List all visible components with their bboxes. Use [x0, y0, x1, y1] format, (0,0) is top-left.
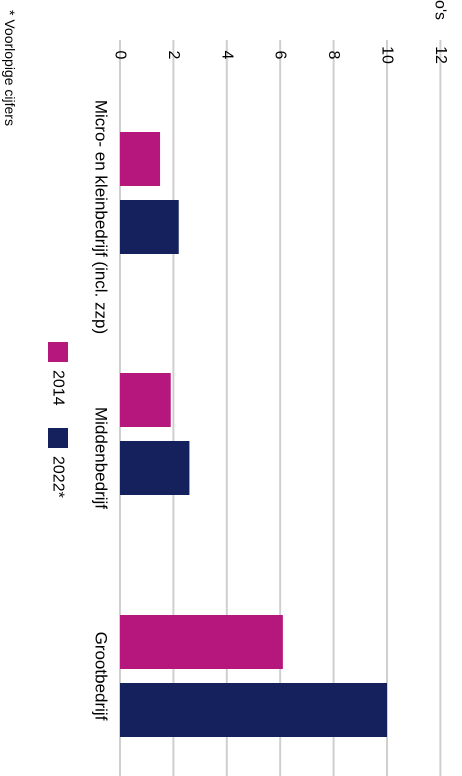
category-label: Micro- en kleinbedrijf (incl. zzp) — [92, 100, 111, 334]
bar-2014-2 — [120, 615, 283, 669]
bar-2014-1 — [120, 373, 171, 427]
legend: 2014 2022* — [48, 342, 68, 498]
footnote: * Voorlopige cijfers — [2, 10, 18, 126]
tick-label: 4 — [218, 51, 235, 60]
tick-label: 0 — [112, 51, 129, 60]
category-label: Grootbedrijf — [92, 632, 111, 721]
value-axis-ticks: 0 2 4 6 8 10 12 — [112, 46, 449, 64]
bar-2022-2 — [120, 683, 387, 737]
category-label: Middenbedrijf — [92, 407, 111, 509]
gridlines — [119, 40, 442, 776]
bar-2014-0 — [120, 132, 161, 186]
bar-2022-0 — [120, 200, 179, 254]
bars — [120, 132, 387, 737]
tick-label: 10 — [379, 46, 396, 64]
tick-label: 8 — [325, 51, 342, 60]
legend-label: 2014 — [50, 370, 67, 406]
legend-swatch — [48, 428, 68, 448]
tick-label: 12 — [432, 46, 449, 64]
legend-label: 2022* — [50, 456, 67, 498]
value-axis-title: Miljarden euro's — [432, 0, 449, 20]
tick-label: 2 — [165, 51, 182, 60]
tick-label: 6 — [272, 51, 289, 60]
bar-2022-1 — [120, 441, 190, 495]
legend-swatch — [48, 342, 68, 362]
category-labels: Micro- en kleinbedrijf (incl. zzp) Midden… — [92, 100, 111, 721]
